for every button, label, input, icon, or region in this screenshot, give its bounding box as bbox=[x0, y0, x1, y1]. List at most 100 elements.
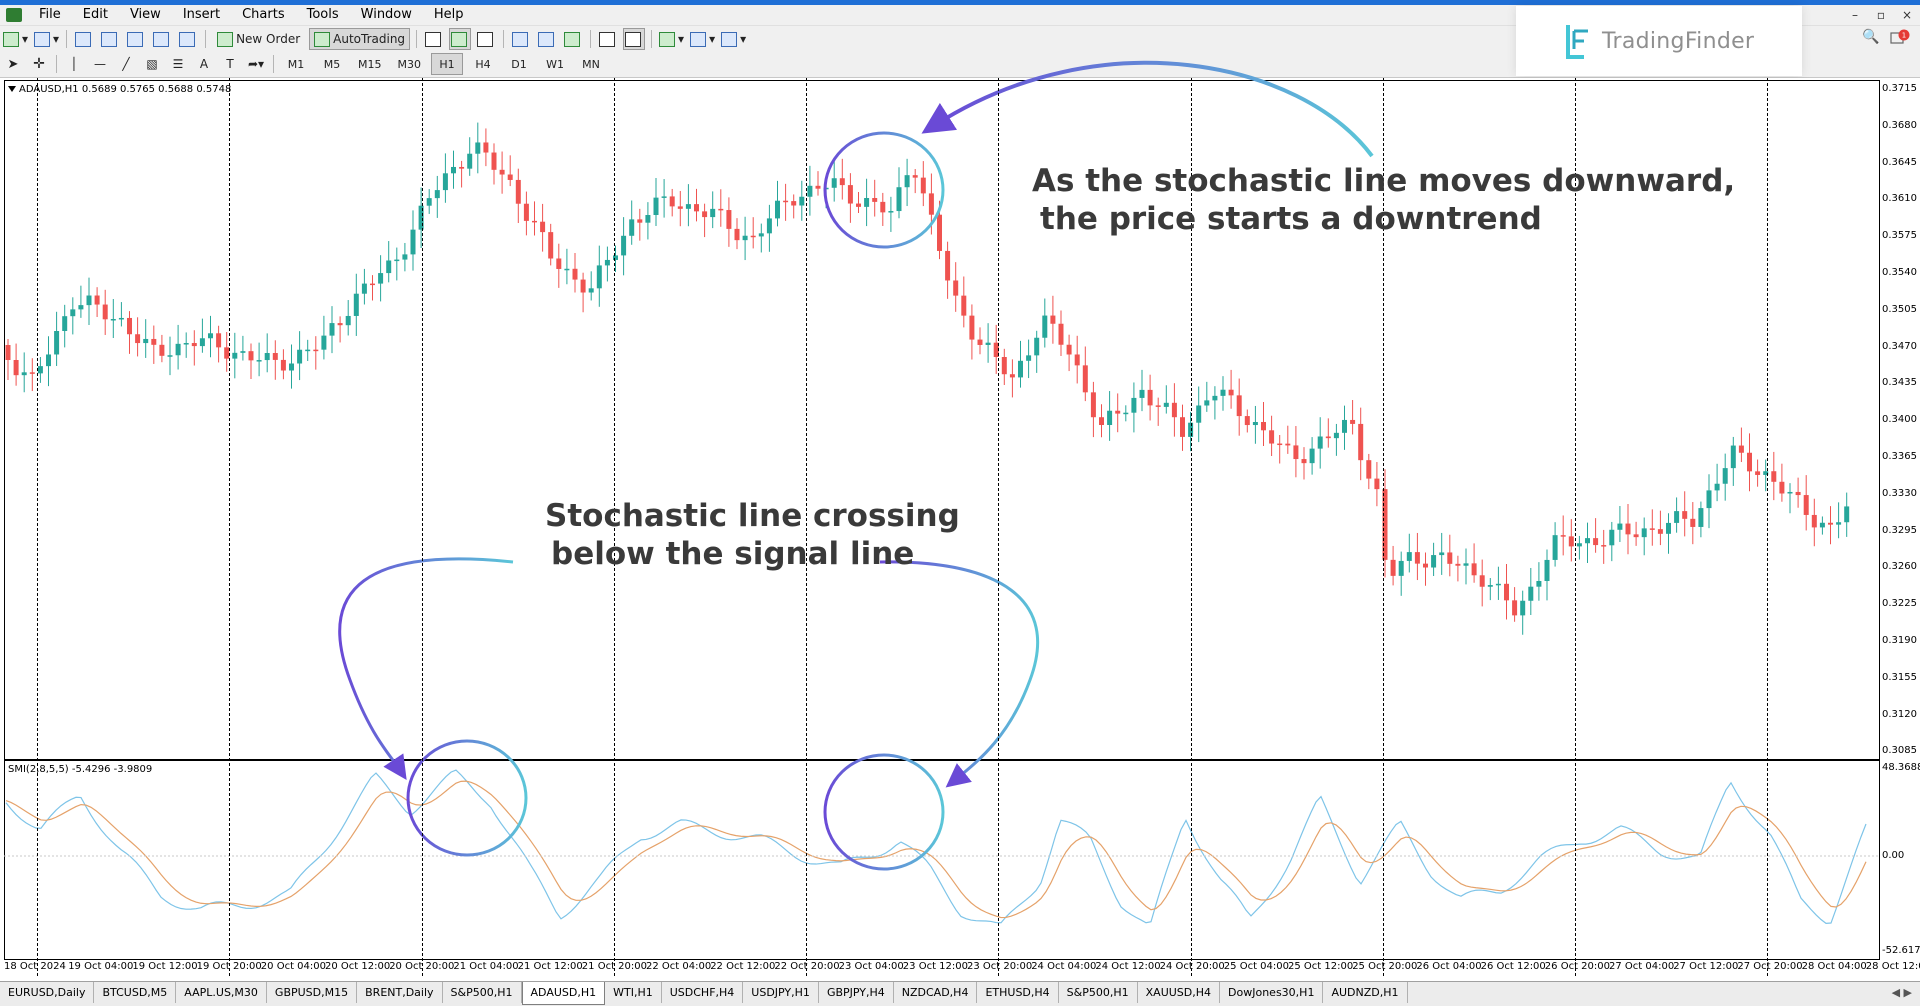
data-window-button[interactable] bbox=[99, 28, 121, 50]
candle-body bbox=[629, 219, 635, 236]
periods-button[interactable]: ▾ bbox=[689, 28, 716, 50]
period-separator bbox=[422, 78, 424, 976]
search-icon[interactable]: 🔍 bbox=[1862, 29, 1880, 45]
chart-shift-button[interactable] bbox=[597, 28, 619, 50]
chart-tab[interactable]: NZDCAD,H4 bbox=[894, 982, 978, 1003]
candle-body bbox=[361, 283, 367, 294]
indicator-axis-label: 48.3688 bbox=[1882, 762, 1920, 773]
candle-body bbox=[799, 196, 805, 206]
chart-tab[interactable]: DowJones30,H1 bbox=[1220, 982, 1324, 1003]
candle-body bbox=[46, 354, 51, 367]
chart-tab[interactable]: USDCHF,H4 bbox=[662, 982, 744, 1003]
chart-tab[interactable]: GBPUSD,M15 bbox=[267, 982, 358, 1003]
candle-body bbox=[21, 372, 27, 376]
indicator-pane[interactable] bbox=[4, 760, 1880, 960]
toolbar-separator bbox=[416, 30, 418, 48]
profiles-button[interactable]: ▾ bbox=[33, 28, 60, 50]
chart-tab[interactable]: EURUSD,Daily bbox=[0, 982, 95, 1003]
time-axis-label: 28 Oct 04:00 bbox=[1801, 961, 1867, 972]
chart-tab[interactable]: ADAUSD,H1 bbox=[521, 982, 606, 1005]
channel-button[interactable]: ▧ bbox=[141, 53, 163, 75]
timeframe-d1[interactable]: D1 bbox=[511, 57, 527, 71]
candle-body bbox=[1698, 508, 1704, 527]
timeframe-m30[interactable]: M30 bbox=[397, 57, 422, 71]
candle-body bbox=[78, 305, 84, 310]
close-button[interactable]: × bbox=[1901, 8, 1913, 22]
time-axis-label: 18 Oct 2024 bbox=[4, 961, 66, 972]
navigator-button[interactable] bbox=[125, 28, 147, 50]
timeframe-m5[interactable]: M5 bbox=[323, 57, 341, 71]
menu-help[interactable]: Help bbox=[433, 7, 464, 22]
horizontal-line-button[interactable]: — bbox=[89, 53, 111, 75]
line-chart-button[interactable] bbox=[475, 28, 497, 50]
chart-tab[interactable]: BTCUSD,M5 bbox=[94, 982, 177, 1003]
chart-tab[interactable]: XAUUSD,H4 bbox=[1138, 982, 1221, 1003]
text-button[interactable]: A bbox=[193, 53, 215, 75]
candle-body bbox=[1674, 511, 1680, 523]
autotrading-button[interactable]: AutoTrading bbox=[309, 28, 411, 50]
market-watch-button[interactable] bbox=[73, 28, 95, 50]
new-chart-button[interactable]: ▾ bbox=[2, 28, 29, 50]
cursor-button[interactable]: ➤ bbox=[2, 53, 24, 75]
strategy-tester-button[interactable] bbox=[177, 28, 199, 50]
terminal-button[interactable] bbox=[151, 28, 173, 50]
new-order-button[interactable]: New Order bbox=[212, 28, 305, 50]
text-label-button[interactable]: T bbox=[219, 53, 241, 75]
chart-window[interactable] bbox=[0, 78, 1920, 981]
menu-charts[interactable]: Charts bbox=[242, 7, 285, 22]
candle-body bbox=[856, 203, 861, 207]
menu-tools[interactable]: Tools bbox=[306, 7, 339, 22]
time-axis-label: 26 Oct 20:00 bbox=[1544, 961, 1610, 972]
minimize-button[interactable]: – bbox=[1852, 8, 1858, 22]
chart-tab[interactable]: GBPJPY,H4 bbox=[819, 982, 894, 1003]
chart-tab[interactable]: BRENT,Daily bbox=[357, 982, 443, 1003]
chart-tab[interactable]: ETHUSD,H4 bbox=[977, 982, 1059, 1003]
candle-body bbox=[1836, 522, 1842, 525]
timeframe-w1[interactable]: W1 bbox=[546, 57, 564, 71]
price-pane[interactable] bbox=[4, 80, 1880, 760]
timeframe-m15[interactable]: M15 bbox=[358, 57, 382, 71]
tile-windows-button[interactable] bbox=[562, 28, 584, 50]
templates-icon bbox=[721, 31, 738, 47]
candle-body bbox=[621, 235, 627, 256]
crosshair-button[interactable]: ✛ bbox=[28, 53, 50, 75]
candle-body bbox=[1479, 575, 1485, 587]
candlestick-button[interactable] bbox=[449, 28, 472, 50]
zoom-out-button[interactable] bbox=[536, 28, 558, 50]
bar-chart-button[interactable] bbox=[423, 28, 445, 50]
autoscroll-button[interactable] bbox=[623, 28, 646, 50]
notification-icon[interactable]: 1 bbox=[1890, 29, 1910, 47]
menu-window[interactable]: Window bbox=[360, 7, 412, 22]
zoom-in-button[interactable] bbox=[510, 28, 532, 50]
chart-tab[interactable]: AUDNZD,H1 bbox=[1323, 982, 1408, 1003]
chart-tab[interactable]: AAPL.US,M30 bbox=[176, 982, 267, 1003]
candle-body bbox=[1082, 365, 1088, 393]
chart-tab[interactable]: USDJPY,H1 bbox=[743, 982, 819, 1003]
restore-button[interactable]: ▫ bbox=[1876, 8, 1886, 22]
price-axis-label: 0.3610 bbox=[1882, 193, 1917, 205]
trendline-button[interactable]: ╱ bbox=[115, 53, 137, 75]
autotrading-icon bbox=[314, 31, 331, 47]
candle-body bbox=[1155, 405, 1161, 407]
chart-tab[interactable]: S&P500,H1 bbox=[1059, 982, 1138, 1003]
arrows-button[interactable]: ➦▾ bbox=[245, 53, 267, 75]
indicators-button[interactable]: ▾ bbox=[658, 28, 685, 50]
tab-scroll-arrows-icon[interactable]: ◀ ▶ bbox=[1891, 986, 1912, 999]
time-axis-label: 20 Oct 04:00 bbox=[260, 961, 326, 972]
menu-file[interactable]: File bbox=[39, 7, 61, 22]
candle-body bbox=[702, 211, 708, 218]
menu-edit[interactable]: Edit bbox=[82, 7, 108, 22]
fibonacci-button[interactable]: ☰ bbox=[167, 53, 189, 75]
timeframe-h4[interactable]: H4 bbox=[475, 57, 491, 71]
timeframe-h1[interactable]: H1 bbox=[431, 53, 463, 75]
chart-tab[interactable]: S&P500,H1 bbox=[443, 982, 522, 1003]
app-icon bbox=[6, 8, 22, 22]
vertical-line-button[interactable]: │ bbox=[63, 53, 85, 75]
timeframe-mn[interactable]: MN bbox=[582, 57, 600, 71]
menu-insert[interactable]: Insert bbox=[182, 7, 221, 22]
chart-tab[interactable]: WTI,H1 bbox=[605, 982, 662, 1003]
menu-view[interactable]: View bbox=[129, 7, 161, 22]
toolbar-separator bbox=[205, 30, 207, 48]
timeframe-m1[interactable]: M1 bbox=[287, 57, 305, 71]
templates-button[interactable]: ▾ bbox=[720, 28, 747, 50]
